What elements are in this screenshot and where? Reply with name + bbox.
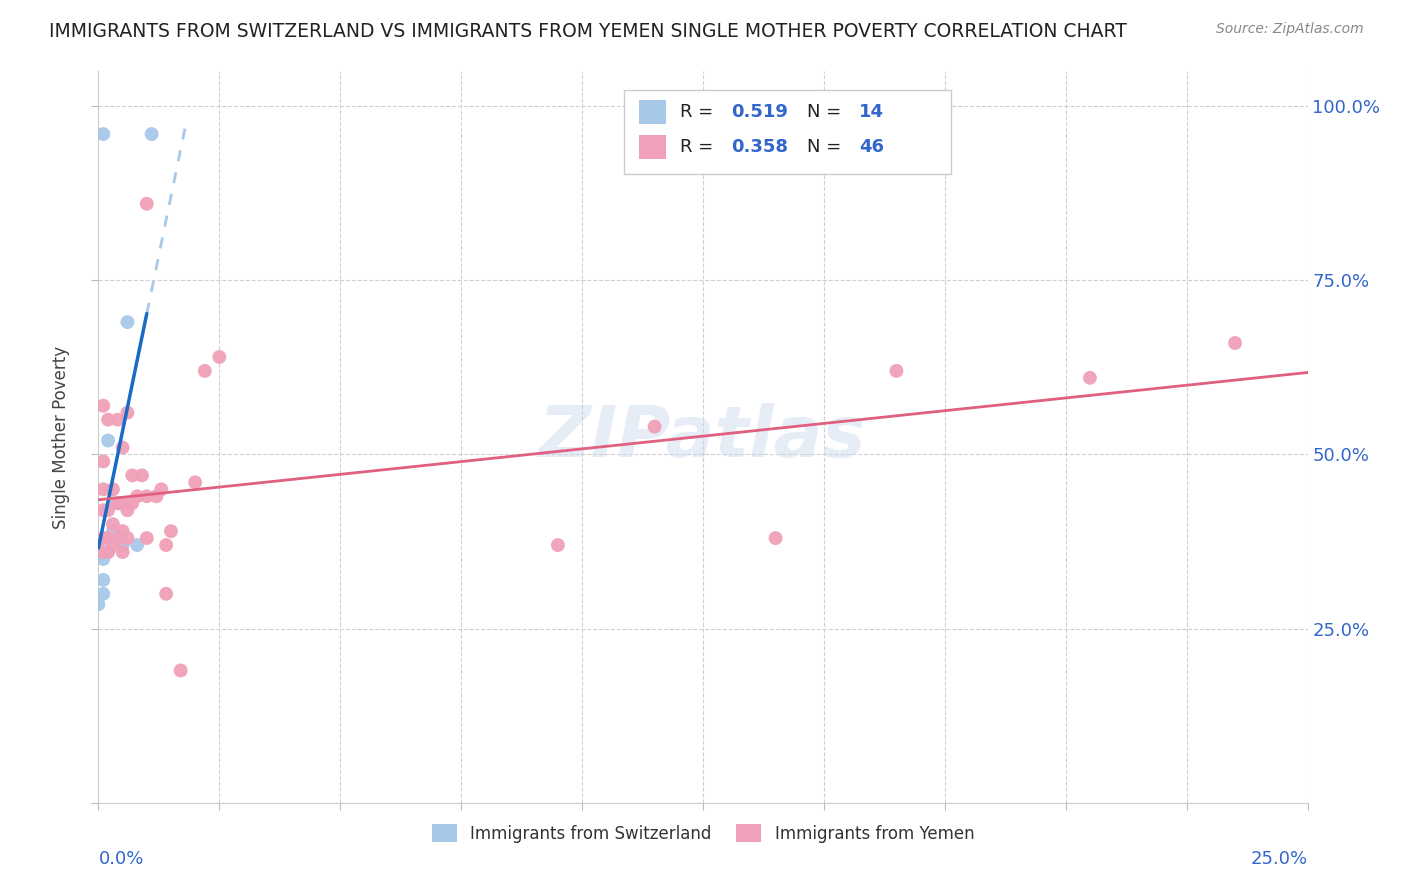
Point <box>117 531 139 545</box>
Point <box>886 364 908 378</box>
Point <box>107 412 129 426</box>
Point <box>91 483 114 497</box>
Point <box>117 406 139 420</box>
Point <box>91 399 114 413</box>
Point <box>97 545 120 559</box>
Text: N =: N = <box>807 137 846 156</box>
FancyBboxPatch shape <box>624 90 950 174</box>
Point <box>97 531 120 545</box>
Point <box>135 489 157 503</box>
Point <box>121 496 143 510</box>
Point <box>1223 336 1246 351</box>
Point <box>87 534 110 549</box>
Point <box>111 441 134 455</box>
Text: 0.0%: 0.0% <box>98 850 143 868</box>
Text: N =: N = <box>807 103 846 120</box>
Text: Source: ZipAtlas.com: Source: ZipAtlas.com <box>1216 22 1364 37</box>
Point <box>91 127 114 141</box>
Text: R =: R = <box>681 103 718 120</box>
Bar <box>638 100 665 124</box>
Text: 14: 14 <box>859 103 884 120</box>
Y-axis label: Single Mother Poverty: Single Mother Poverty <box>52 345 70 529</box>
Bar <box>638 135 665 159</box>
Point <box>160 524 183 538</box>
Point <box>91 503 114 517</box>
Point <box>111 496 134 510</box>
Point <box>91 587 114 601</box>
Point <box>117 315 139 329</box>
Point <box>117 503 139 517</box>
Point <box>91 531 114 545</box>
Point <box>145 489 167 503</box>
Point <box>208 350 231 364</box>
Text: R =: R = <box>681 137 718 156</box>
Point <box>121 468 143 483</box>
Point <box>155 538 177 552</box>
Point <box>135 531 157 545</box>
Point <box>169 664 191 678</box>
Point <box>97 503 120 517</box>
Point <box>91 545 114 559</box>
Point <box>547 538 569 552</box>
Point <box>155 587 177 601</box>
Point <box>135 196 157 211</box>
Point <box>101 496 124 510</box>
Point <box>111 524 134 538</box>
Text: 0.519: 0.519 <box>731 103 787 120</box>
Text: IMMIGRANTS FROM SWITZERLAND VS IMMIGRANTS FROM YEMEN SINGLE MOTHER POVERTY CORRE: IMMIGRANTS FROM SWITZERLAND VS IMMIGRANT… <box>49 22 1128 41</box>
Point <box>87 597 110 611</box>
Text: 25.0%: 25.0% <box>1250 850 1308 868</box>
Point <box>107 531 129 545</box>
Point <box>150 483 173 497</box>
Point <box>107 496 129 510</box>
Point <box>91 552 114 566</box>
Text: 0.358: 0.358 <box>731 137 787 156</box>
Point <box>101 483 124 497</box>
Point <box>101 524 124 538</box>
Legend: Immigrants from Switzerland, Immigrants from Yemen: Immigrants from Switzerland, Immigrants … <box>425 817 981 849</box>
Point <box>97 434 120 448</box>
Point <box>101 517 124 532</box>
Point <box>644 419 666 434</box>
Point <box>97 545 120 559</box>
Point <box>91 573 114 587</box>
Point <box>111 545 134 559</box>
Point <box>91 454 114 468</box>
Text: ZIPatlas: ZIPatlas <box>540 402 866 472</box>
Text: 46: 46 <box>859 137 884 156</box>
Point <box>107 496 129 510</box>
Point <box>97 412 120 426</box>
Point <box>101 538 124 552</box>
Point <box>141 127 163 141</box>
Point <box>1078 371 1101 385</box>
Point <box>765 531 787 545</box>
Point <box>131 468 153 483</box>
Point <box>127 489 149 503</box>
Point <box>127 538 149 552</box>
Point <box>184 475 207 490</box>
Point <box>111 538 134 552</box>
Point <box>194 364 217 378</box>
